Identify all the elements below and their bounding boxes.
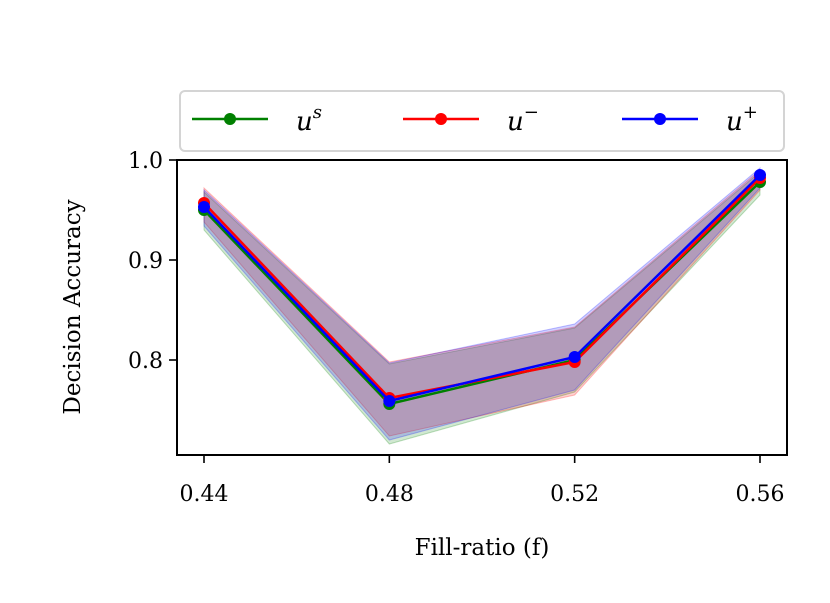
legend-frame: [179, 90, 785, 152]
x-tick-label-2: 0.52: [550, 482, 599, 507]
legend-label-1: u−: [507, 102, 539, 137]
point-series-2-1: [383, 395, 396, 407]
x-axis-ticks: 0.44 0.48 0.52 0.56: [180, 455, 785, 507]
point-series-2-3: [754, 169, 766, 181]
point-series-2-2: [568, 351, 581, 363]
y-tick-label-2: 1.0: [128, 149, 163, 174]
legend-label-0: us: [296, 102, 322, 137]
x-axis-label: Fill-ratio (f): [415, 535, 550, 561]
line-series-2: [203, 174, 761, 403]
point-series-2-0: [198, 201, 210, 213]
legend: us u− u+: [179, 90, 785, 152]
series-lines: [198, 169, 766, 410]
band-series-2: [203, 166, 761, 441]
y-tick-label-0: 0.8: [128, 349, 163, 374]
band-series-1: [203, 168, 761, 437]
legend-marker-0: [224, 113, 236, 125]
x-tick-label-0: 0.44: [180, 482, 229, 507]
x-tick-label-1: 0.48: [365, 482, 414, 507]
band-series-0: [203, 170, 761, 445]
confidence-bands: [203, 166, 761, 445]
x-tick-label-3: 0.56: [736, 482, 785, 507]
y-tick-label-1: 0.9: [128, 249, 163, 274]
legend-marker-1: [435, 113, 447, 125]
y-axis-ticks: 0.8 0.9 1.0: [128, 149, 177, 374]
legend-label-2: u+: [726, 102, 758, 137]
y-axis-label: Decision Accuracy: [60, 199, 86, 414]
plot-frame: [176, 159, 788, 456]
legend-marker-2: [654, 113, 666, 125]
